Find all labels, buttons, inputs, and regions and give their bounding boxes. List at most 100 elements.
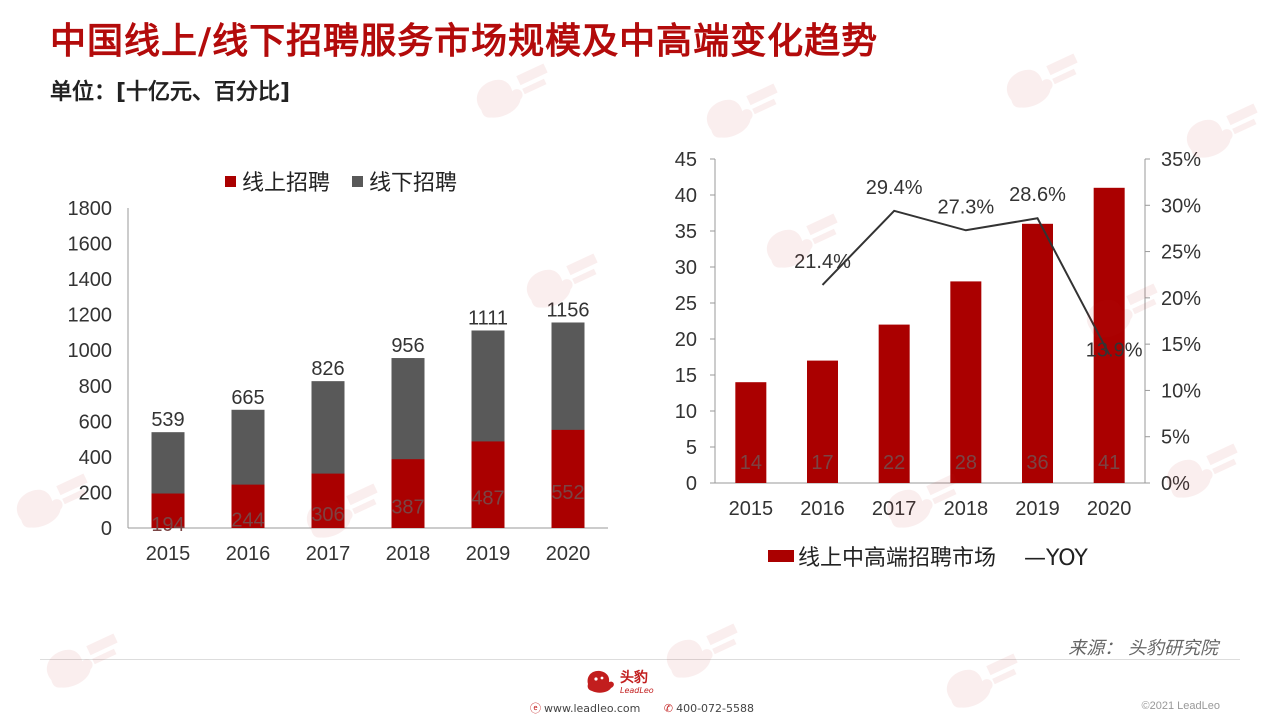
data-label-online: 194 [151,514,184,536]
data-label-offline: 665 [231,387,264,409]
data-label-offline: 1156 [546,299,589,321]
data-label-offline: 539 [151,409,184,431]
data-label-bar: 36 [1026,452,1048,474]
y2-tick-label: 30% [1161,195,1201,217]
y-tick-label: 20 [675,329,697,351]
data-label-yoy: 29.4% [866,177,923,199]
stacked-bar-chart: 0 200 400 600 800 1000 1200 1400 1600 1800 539 194 2… [68,171,608,565]
y-tick-label: 1600 [68,234,113,256]
legend: 线上招聘 线下招聘 [225,171,457,196]
footer-contact: ⓔ www.leadleo.com ✆ 400-072-5588 [530,700,774,716]
legend-label-online: 线上招聘 [242,171,330,196]
y-tick-label: 25 [675,293,697,315]
leadleo-watermark-icon [40,630,130,690]
phone-number: ✆ 400-072-5588 [663,702,755,715]
bar-online [391,459,425,528]
data-label-online: 387 [391,497,424,519]
y-tick-label: 5 [686,437,697,459]
bar-highend [950,281,982,483]
x-tick-label: 2016 [226,543,271,565]
y2-tick-label: 10% [1161,380,1201,402]
y-tick-label: 1400 [68,269,113,291]
yoy-line [821,209,1111,355]
data-label-yoy: 28.6% [1009,184,1066,206]
bar-highend [807,360,838,483]
globe-icon: ⓔ [530,702,541,715]
data-label-online: 487 [471,488,504,510]
x-tick-label: 2016 [800,498,845,520]
data-label-bar: 17 [811,452,833,474]
data-label-bar: 28 [955,452,977,474]
data-label-offline: 826 [311,358,344,380]
y-tick-label: 400 [79,447,112,469]
source-note: 来源： 头豹研究院 [1068,638,1218,659]
y2-tick-label: 5% [1161,427,1190,449]
x-tick-label: 2020 [1087,498,1132,520]
y-tick-label: 35 [675,221,697,243]
unit-label: 单位：[十亿元、百分比] [50,80,291,105]
bar-online [151,493,185,528]
bar-online [471,441,505,528]
y-tick-label: 0 [101,518,112,540]
legend-swatch-online [225,176,236,187]
y2-tick-label: 25% [1161,242,1201,264]
leadleo-watermark-icon [700,80,790,140]
data-label-offline: 956 [391,335,424,357]
y-tick-label: 15 [675,365,697,387]
data-label-yoy: 27.3% [937,196,994,218]
logo-text: 头豹 [620,669,648,686]
y-tick-label: 1000 [68,340,113,362]
bar-highend [1022,223,1053,484]
data-label-bar: 41 [1098,452,1120,474]
x-tick-label: 2018 [386,543,431,565]
bar-online [311,473,345,528]
data-label-online: 552 [551,482,584,504]
bar-online [551,429,585,528]
x-tick-label: 2018 [944,498,989,520]
data-label-yoy: 13.9% [1086,339,1143,361]
leadleo-logo: 头豹 LeadLeo [584,666,694,696]
logo-subtext: LeadLeo [620,686,654,695]
data-label-online: 306 [311,504,344,526]
website-link[interactable]: ⓔ www.leadleo.com [530,702,641,715]
y-tick-label: 45 [675,149,697,171]
legend-label-bar: 线上中高端招聘市场 [798,546,996,571]
y-tick-label: 1800 [68,198,113,220]
x-tick-label: 2015 [729,498,774,520]
y-tick-label: 1200 [68,305,113,327]
y-tick-label: 40 [675,185,697,207]
x-tick-label: 2017 [872,498,917,520]
legend-label-line: —YOY [1024,546,1088,571]
phone-icon: ✆ [663,702,674,715]
bar-highend [878,324,910,483]
leopard-head-icon [587,670,614,693]
data-label-online: 244 [231,509,264,531]
x-tick-label: 2020 [546,543,591,565]
y-tick-label: 200 [79,482,112,504]
y-tick-label: 800 [79,376,112,398]
y-tick-label: 10 [675,401,697,423]
bar-online [231,484,265,528]
y-tick-label: 0 [686,473,697,495]
y2-tick-label: 15% [1161,334,1201,356]
x-tick-label: 2017 [306,543,351,565]
legend-label-offline: 线下招聘 [369,171,457,196]
y2-tick-label: 0% [1161,473,1190,495]
y2-tick-label: 35% [1161,149,1201,171]
footer-divider [40,659,1240,660]
y-tick-label: 600 [79,411,112,433]
leadleo-watermark-icon [470,60,560,120]
x-tick-label: 2019 [466,543,511,565]
bar-highend [735,382,767,483]
x-tick-label: 2019 [1015,498,1060,520]
leadleo-watermark-icon [1000,50,1090,110]
data-label-yoy: 21.4% [794,251,851,273]
data-label-offline: 1111 [468,307,508,329]
page-title: 中国线上/线下招聘服务市场规模及中高端变化趋势 [50,21,879,62]
legend-swatch-offline [352,176,363,187]
combo-bar-line-chart: 0 5 10 15 20 25 30 35 40 45 0% 5% 10% 15% 20% 25% 30% 35%… [675,149,1201,571]
x-tick-label: 2015 [146,543,191,565]
copyright: ©2021 LeadLeo [1141,700,1220,712]
data-label-bar: 14 [740,452,762,474]
data-label-bar: 22 [883,452,905,474]
